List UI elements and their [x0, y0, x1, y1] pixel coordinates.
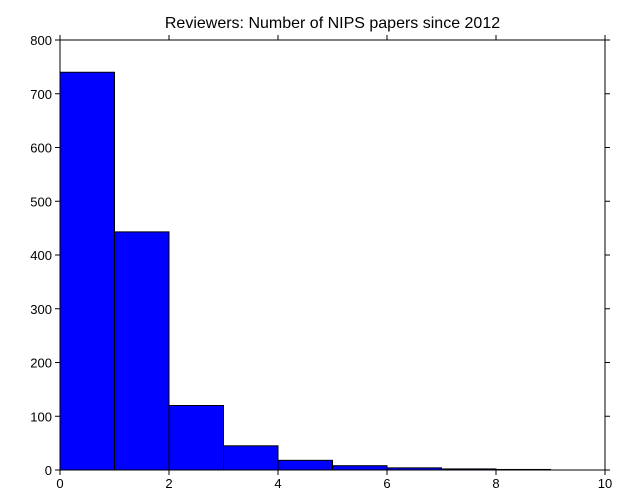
y-tick-label: 600: [30, 141, 52, 156]
bar: [333, 466, 388, 470]
y-tick-label: 800: [30, 33, 52, 48]
y-tick-label: 700: [30, 87, 52, 102]
x-tick-label: 10: [598, 476, 612, 491]
x-tick-label: 8: [492, 476, 499, 491]
x-tick-label: 6: [383, 476, 390, 491]
bar: [278, 460, 333, 470]
y-tick-label: 100: [30, 409, 52, 424]
x-tick-label: 0: [56, 476, 63, 491]
y-tick-label: 300: [30, 302, 52, 317]
bar: [224, 446, 279, 470]
bar: [60, 72, 115, 470]
y-tick-label: 200: [30, 356, 52, 371]
bar: [115, 232, 170, 470]
y-tick-label: 400: [30, 248, 52, 263]
x-tick-label: 2: [165, 476, 172, 491]
x-tick-label: 4: [274, 476, 281, 491]
y-tick-label: 500: [30, 194, 52, 209]
chart-container: 0 100 200 300 400 500 600 700 800 0 2 4 6 8 10 Reviewer…: [0, 0, 617, 501]
bar: [169, 406, 224, 471]
y-tick-label: 0: [45, 463, 52, 478]
histogram-chart: 0 100 200 300 400 500 600 700 800 0 2 4 6 8 10 Reviewer…: [0, 0, 617, 501]
chart-title: Reviewers: Number of NIPS papers since 2…: [165, 15, 500, 32]
